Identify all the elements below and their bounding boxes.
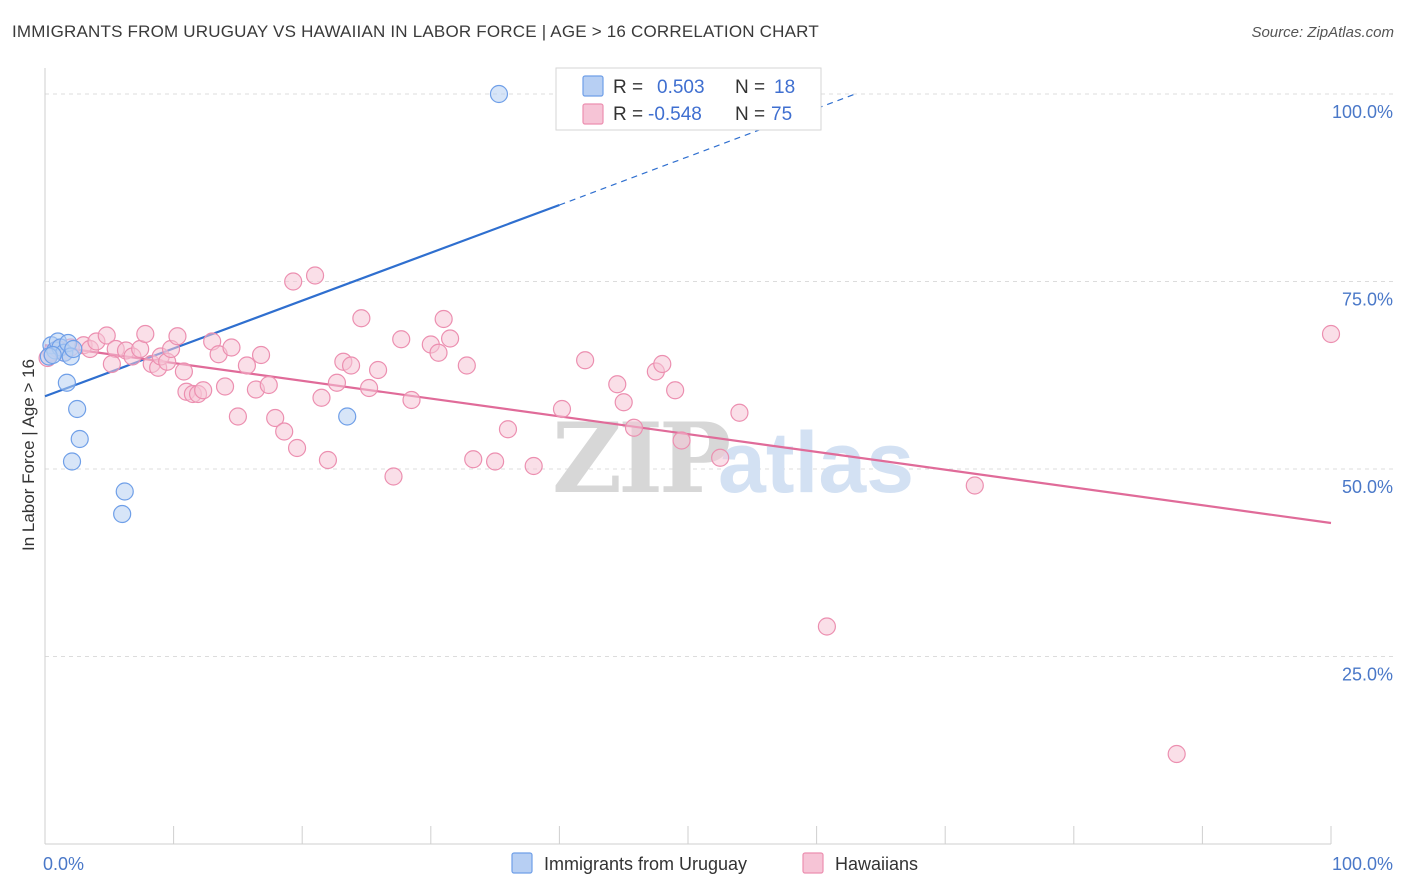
watermark-atlas: atlas <box>718 415 914 511</box>
data-point-pink <box>275 422 294 441</box>
stats-legend: R = 0.503 N = 18 R = -0.548 N = 75 <box>555 67 822 131</box>
data-point-pink <box>284 272 303 291</box>
data-point-pink <box>552 399 572 419</box>
data-point-blue <box>489 84 509 104</box>
y-tick-label: 100.0% <box>1332 102 1393 122</box>
data-point-pink <box>222 338 241 357</box>
grid-lines <box>45 93 1395 657</box>
data-point-pink <box>624 418 644 437</box>
legend-n-value-1: 18 <box>774 77 795 98</box>
legend-swatch-hawaiians <box>582 103 604 125</box>
data-point-pink <box>194 381 213 400</box>
data-point-pink <box>614 393 633 412</box>
data-point-pink <box>608 375 627 394</box>
data-point-pink <box>711 448 730 467</box>
legend-n-value-2: 75 <box>771 104 792 125</box>
series-legend: Immigrants from Uruguay Hawaiians <box>511 852 918 874</box>
legend-r-label-1: R = <box>613 77 643 98</box>
data-point-pink <box>434 309 453 329</box>
data-point-blue <box>113 504 132 524</box>
data-point-pink <box>464 450 483 469</box>
data-point-pink <box>498 420 518 439</box>
data-point-pink <box>457 356 476 375</box>
y-tick-label: 75.0% <box>1342 290 1393 310</box>
data-point-pink <box>429 343 448 362</box>
data-points <box>38 84 1341 764</box>
data-point-blue <box>43 345 62 365</box>
data-point-pink <box>215 377 235 396</box>
data-point-pink <box>440 329 460 348</box>
data-point-pink <box>653 354 672 374</box>
data-point-blue <box>338 407 357 426</box>
data-point-pink <box>1167 744 1186 764</box>
legend-n-label-2: N = <box>735 104 765 125</box>
data-point-pink <box>817 617 836 636</box>
data-point-pink <box>327 373 347 392</box>
data-point-pink <box>174 362 193 381</box>
legend-r-value-1: 0.503 <box>657 77 705 98</box>
trend-line-blue <box>44 203 560 398</box>
data-point-blue <box>57 373 76 392</box>
data-point-pink <box>168 327 187 346</box>
data-point-blue <box>70 429 89 449</box>
watermark-zip: ZIP <box>552 402 729 515</box>
chart-title: IMMIGRANTS FROM URUGUAY VS HAWAIIAN IN L… <box>12 22 819 41</box>
data-point-pink <box>524 456 543 476</box>
data-point-pink <box>251 345 271 365</box>
data-point-pink <box>312 388 331 407</box>
data-point-pink <box>486 452 505 471</box>
data-point-pink <box>666 381 685 400</box>
y-tick-labels: 25.0% 50.0% 75.0% 100.0% <box>1332 102 1393 685</box>
data-point-pink <box>305 266 325 285</box>
y-tick-label: 25.0% <box>1342 665 1393 685</box>
trend-extension-blue <box>559 93 856 206</box>
legend-r-label-2: R = <box>613 104 643 125</box>
axes <box>44 68 1332 845</box>
data-point-blue <box>68 399 87 419</box>
data-point-pink <box>352 309 371 328</box>
data-point-pink <box>368 360 388 380</box>
data-point-pink <box>266 408 285 428</box>
data-point-pink <box>359 378 379 398</box>
x-tick-label-end: 100.0% <box>1332 854 1393 874</box>
data-point-pink <box>259 375 278 395</box>
data-point-pink <box>730 403 749 422</box>
legend-r-value-2: -0.548 <box>648 104 702 125</box>
bottom-legend-label-hawaiians: Hawaiians <box>835 854 918 874</box>
data-point-pink <box>672 431 691 450</box>
y-axis-label: In Labor Force | Age > 16 <box>19 359 38 551</box>
data-point-blue <box>62 452 82 471</box>
legend-swatch-uruguay <box>582 75 604 97</box>
y-tick-label: 50.0% <box>1342 477 1393 497</box>
data-point-blue <box>64 339 83 359</box>
data-point-pink <box>97 326 116 345</box>
data-point-pink <box>136 324 155 344</box>
data-point-pink <box>384 467 403 486</box>
watermark: ZIP atlas <box>552 402 914 515</box>
data-point-pink <box>965 476 984 495</box>
source-credit: Source: ZipAtlas.com <box>1251 24 1394 41</box>
x-tick-label-start: 0.0% <box>43 854 84 874</box>
bottom-legend-swatch-uruguay <box>511 852 533 874</box>
data-point-pink <box>228 407 247 426</box>
data-point-blue <box>115 482 134 501</box>
x-tick-labels: 0.0% 100.0% <box>43 854 1393 874</box>
data-point-pink <box>318 450 338 470</box>
data-point-pink <box>576 351 595 370</box>
data-point-pink <box>402 390 421 410</box>
data-point-pink <box>287 438 307 458</box>
bottom-legend-label-uruguay: Immigrants from Uruguay <box>544 854 747 874</box>
data-point-pink <box>1321 324 1341 344</box>
legend-n-label-1: N = <box>735 77 765 98</box>
bottom-legend-swatch-hawaiians <box>802 852 824 874</box>
data-point-pink <box>392 330 411 349</box>
data-point-pink <box>341 356 361 375</box>
data-point-pink <box>237 356 257 375</box>
data-point-pink <box>102 354 121 374</box>
